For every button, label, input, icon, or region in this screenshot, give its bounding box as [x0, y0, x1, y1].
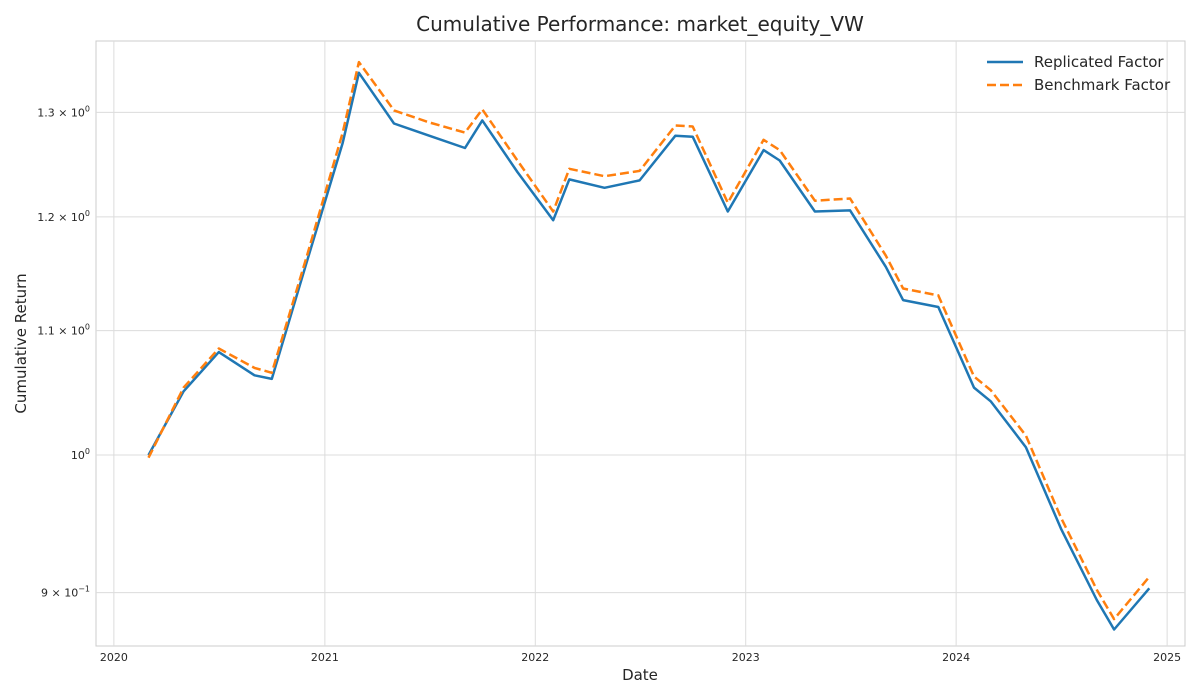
y-tick-label: 1.2 × 100 [37, 209, 90, 224]
x-tick-label: 2023 [732, 651, 760, 664]
series-0 [147, 71, 1151, 631]
x-tick-labels: 2020 2021 2022 2023 2024 2025 [100, 651, 1181, 664]
y-axis-label: Cumulative Return [12, 273, 30, 413]
y-tick-label: 1.1 × 100 [37, 323, 90, 338]
y-tick-label: 100 [71, 447, 90, 462]
y-tick-labels: 9 × 10−1 100 1.1 × 100 1.2 × 100 1.3 × 100 [37, 104, 90, 599]
chart-title: Cumulative Performance: market_equity_VW [416, 12, 864, 36]
legend-label: Benchmark Factor [1034, 76, 1171, 94]
legend-label: Replicated Factor [1034, 53, 1164, 71]
legend: Replicated Factor Benchmark Factor [987, 53, 1171, 94]
series-line [147, 71, 1151, 631]
x-tick-label: 2022 [521, 651, 549, 664]
x-tick-label: 2020 [100, 651, 128, 664]
x-axis-label: Date [622, 666, 658, 684]
x-tick-label: 2024 [942, 651, 970, 664]
y-tick-label: 9 × 10−1 [41, 585, 90, 600]
grid-lines [96, 41, 1185, 646]
series-lines [147, 60, 1151, 631]
y-tick-label: 1.3 × 100 [37, 104, 90, 119]
plot-area [95, 40, 1186, 647]
x-tick-label: 2021 [311, 651, 339, 664]
x-tick-label: 2025 [1153, 651, 1181, 664]
